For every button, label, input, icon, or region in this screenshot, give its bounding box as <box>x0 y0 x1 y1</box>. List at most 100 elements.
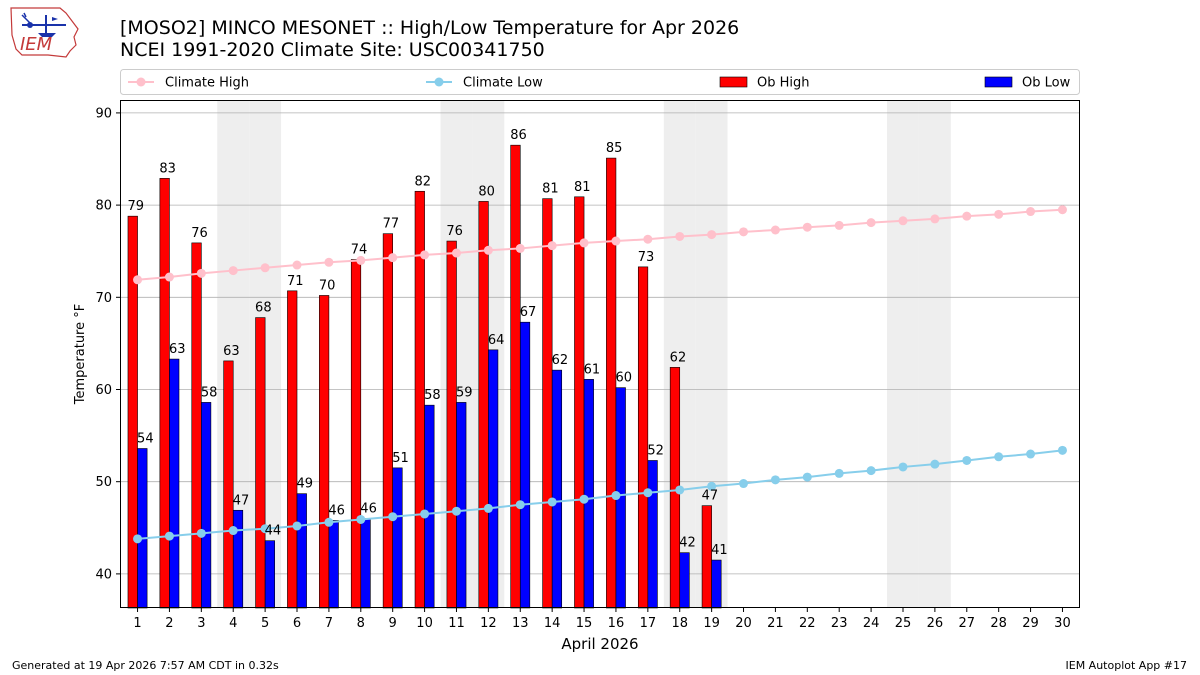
ob-high-label-12: 80 <box>478 184 495 199</box>
x-tick-label-29: 29 <box>1022 616 1039 631</box>
climate-high-point-22 <box>802 222 812 232</box>
climate-high-point-14 <box>547 241 557 251</box>
x-tick-label-3: 3 <box>197 616 205 631</box>
x-tick-label-11: 11 <box>448 616 465 631</box>
x-tick-label-20: 20 <box>735 616 752 631</box>
ob-low-bar-19 <box>711 559 722 609</box>
climate-low-point-29 <box>1026 449 1036 459</box>
x-tick-label-17: 17 <box>640 616 657 631</box>
y-tick-label-80: 80 <box>95 199 112 214</box>
y-tick-label-40: 40 <box>95 567 112 582</box>
ob-low-bar-8 <box>360 518 371 609</box>
climate-high-line <box>137 208 1063 281</box>
chart-title: [MOSO2] MINCO MESONET :: High/Low Temper… <box>120 17 739 61</box>
x-tick-label-1: 1 <box>133 616 141 631</box>
climate-low-point-6 <box>292 521 302 531</box>
x-tick-label-9: 9 <box>389 616 397 631</box>
weekend-shade-day-26 <box>918 100 951 608</box>
climate-low-point-24 <box>866 466 876 476</box>
climate-high-point-20 <box>739 227 749 237</box>
climate-low-point-16 <box>611 491 621 501</box>
climate-low-point-26 <box>930 459 940 469</box>
climate-low-point-15 <box>579 494 589 504</box>
ob-high-bar-5 <box>255 317 266 609</box>
ob-high-bar-13 <box>510 144 521 609</box>
ob-high-label-1: 79 <box>127 199 144 214</box>
ob-low-label-1: 54 <box>137 432 154 447</box>
climate-high-point-10 <box>420 250 430 260</box>
x-tick-label-24: 24 <box>863 616 880 631</box>
title-line-2: NCEI 1991-2020 Climate Site: USC00341750 <box>120 39 545 61</box>
climate-high-point-7 <box>324 257 334 267</box>
ob-low-bar-4 <box>232 509 244 609</box>
climate-high-point-2 <box>164 272 174 282</box>
ob-high-bar-9 <box>382 233 393 609</box>
climate-high-point-15 <box>579 238 589 248</box>
bars <box>127 144 722 609</box>
ob-high-bar-12 <box>478 201 489 609</box>
ob-high-bar-3 <box>191 242 202 609</box>
ob-high-label-13: 86 <box>510 128 527 143</box>
climate-high-point-5 <box>260 263 270 273</box>
x-tick-label-7: 7 <box>325 616 333 631</box>
ob-low-label-9: 51 <box>392 451 409 466</box>
ob-low-label-8: 46 <box>360 502 377 517</box>
climate-high-point-25 <box>898 216 908 226</box>
ob-low-label-15: 61 <box>584 362 601 377</box>
ob-low-label-19: 41 <box>711 543 728 558</box>
ob-low-label-10: 58 <box>424 388 441 403</box>
ob-low-bar-2 <box>169 358 180 609</box>
legend: Climate High Climate Low Ob High Ob Low <box>120 69 1080 95</box>
ob-low-label-18: 42 <box>679 536 696 551</box>
ob-high-label-2: 83 <box>159 161 176 176</box>
climate-high-point-19 <box>707 230 717 240</box>
climate-high-point-18 <box>675 231 685 241</box>
climate-low-point-5 <box>260 524 270 534</box>
ob-low-label-17: 52 <box>647 443 664 458</box>
ob-low-label-3: 58 <box>201 385 218 400</box>
legend-label-ob-high: Ob High <box>757 76 810 91</box>
y-tick-label-90: 90 <box>95 106 112 121</box>
ob-high-bar-11 <box>446 240 457 609</box>
climate-low-point-20 <box>739 479 749 489</box>
climate-high-point-28 <box>994 209 1004 219</box>
logo-text: IEM <box>20 34 53 55</box>
climate-low-point-30 <box>1057 445 1067 455</box>
legend-marker-climate-high <box>136 77 146 87</box>
ob-high-label-5: 68 <box>255 301 272 316</box>
climate-low-point-8 <box>356 514 366 524</box>
x-tick-label-16: 16 <box>608 616 625 631</box>
ob-low-bar-7 <box>328 520 339 609</box>
ob-high-label-6: 71 <box>287 274 304 289</box>
legend-label-climate-high: Climate High <box>165 76 249 91</box>
x-tick-label-2: 2 <box>165 616 173 631</box>
climate-low-point-25 <box>898 462 908 472</box>
x-axis-label: April 2026 <box>561 635 638 653</box>
ob-high-label-9: 77 <box>383 217 400 232</box>
climate-high-point-11 <box>451 248 461 258</box>
app-note: IEM Autoplot App #17 <box>1065 659 1188 672</box>
ob-high-label-15: 81 <box>574 180 591 195</box>
ob-low-label-16: 60 <box>615 371 632 386</box>
x-tick-label-23: 23 <box>831 616 848 631</box>
climate-low-point-28 <box>994 452 1004 462</box>
climate-low-point-19 <box>707 481 717 491</box>
ob-low-label-13: 67 <box>520 305 537 320</box>
climate-low-point-7 <box>324 517 334 527</box>
ob-low-bar-5 <box>264 540 275 609</box>
x-tick-label-25: 25 <box>895 616 912 631</box>
ob-high-label-10: 82 <box>415 174 432 189</box>
ob-low-label-14: 62 <box>552 353 569 368</box>
climate-low-point-10 <box>420 509 430 519</box>
climate-high-point-3 <box>196 268 206 278</box>
ob-high-label-11: 76 <box>446 224 463 239</box>
climate-high-point-21 <box>770 225 780 235</box>
climate-low-point-1 <box>133 534 143 544</box>
generated-note: Generated at 19 Apr 2026 7:57 AM CDT in … <box>12 659 279 672</box>
climate-high-point-13 <box>515 243 525 253</box>
x-tick-label-19: 19 <box>703 616 720 631</box>
ob-low-label-4: 47 <box>233 493 250 508</box>
climate-low-point-13 <box>515 500 525 510</box>
x-tick-label-5: 5 <box>261 616 269 631</box>
y-tick-label-50: 50 <box>95 475 112 490</box>
